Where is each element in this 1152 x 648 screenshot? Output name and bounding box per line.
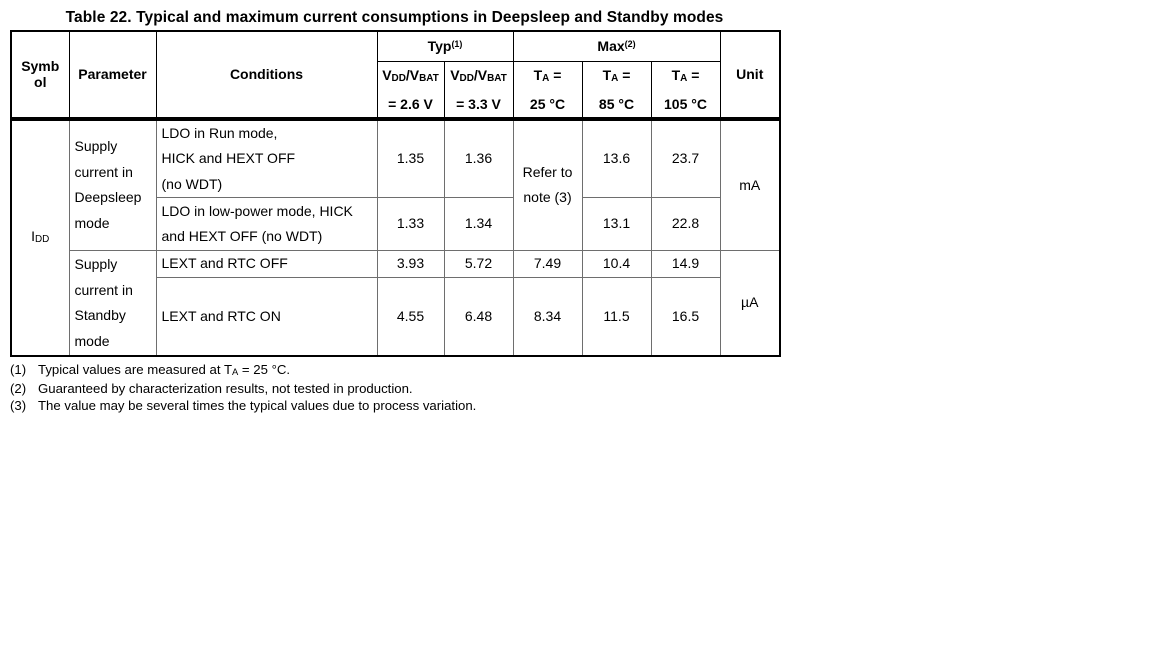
- cell-max85-row3: 10.4: [581, 250, 652, 278]
- header-parameter: Parameter: [68, 30, 157, 119]
- cell-typ33-row2: 1.34: [443, 197, 514, 251]
- table-row: LDO in low-power mode, HICK and HEXT OFF…: [11, 197, 780, 251]
- cell-max85-row4: 11.5: [581, 276, 652, 357]
- cell-typ33-row4: 6.48: [443, 276, 514, 357]
- cell-parameter-deepsleep: Supply current in Deepsleep mode: [68, 116, 157, 251]
- header-vdd-2v6-line2: = 2.6 V: [388, 95, 433, 112]
- cell-max25-row3: 7.49: [512, 250, 583, 278]
- cell-unit-ua: µA: [719, 250, 781, 357]
- footnote-3-text: The value may be several times the typic…: [38, 398, 477, 414]
- header-ta-25-line1: TA =: [533, 66, 562, 84]
- cell-max105-row1: 23.7: [650, 116, 721, 198]
- cell-max25-row4: 8.34: [512, 276, 583, 357]
- cell-max25-refer-note: Refer to note (3): [512, 116, 583, 251]
- cell-conditions-rtc-on: LEXT and RTC ON: [155, 276, 378, 357]
- header-ta-85-line1: TA =: [602, 66, 631, 84]
- header-unit: Unit: [719, 30, 781, 119]
- cell-typ26-row2: 1.33: [376, 197, 445, 251]
- header-typ-group: Typ(1): [376, 30, 514, 62]
- current-consumption-table: Symb ol Parameter Conditions Typ(1) Max(…: [10, 30, 781, 357]
- table-row: IDD Supply current in Deepsleep mode LDO…: [10, 116, 781, 357]
- cell-parameter-standby: Supply current in Standby mode: [68, 250, 157, 357]
- cell-max105-row4: 16.5: [650, 276, 721, 357]
- header-max-group: Max(2): [512, 30, 721, 62]
- header-vdd-2v6-line1: VDD/VBAT: [382, 66, 439, 84]
- header-vdd-3v3: VDD/VBAT = 3.3 V: [443, 60, 514, 119]
- header-ta-105-line2: 105 °C: [664, 95, 707, 112]
- cell-typ26-row4: 4.55: [376, 276, 445, 357]
- cell-symbol-idd: IDD: [10, 116, 70, 357]
- footnote-1: (1) Typical values are measured at TA = …: [10, 361, 1152, 380]
- footnote-1-text: Typical values are measured at TA = 25 °…: [38, 362, 291, 378]
- cell-conditions-low-power: LDO in low-power mode, HICK and HEXT OFF…: [155, 197, 378, 251]
- footnote-2-text: Guaranteed by characterization results, …: [38, 381, 413, 397]
- header-symbol: Symb ol: [10, 30, 70, 119]
- table-row: LEXT and RTC ON 4.55 6.48 8.34 11.5 16.5: [11, 276, 780, 357]
- cell-conditions-run-mode: LDO in Run mode, HICK and HEXT OFF (no W…: [155, 116, 378, 198]
- footnotes: (1) Typical values are measured at TA = …: [10, 361, 1152, 415]
- header-vdd-3v3-line2: = 3.3 V: [456, 95, 501, 112]
- cell-max105-row3: 14.9: [650, 250, 721, 278]
- cell-conditions-rtc-off: LEXT and RTC OFF: [155, 250, 378, 278]
- header-ta-105: TA = 105 °C: [650, 60, 721, 119]
- footnote-2: (2) Guaranteed by characterization resul…: [10, 380, 1152, 397]
- header-row-subcolumns: VDD/VBAT = 2.6 V VDD/VBAT = 3.3 V TA = 2…: [11, 60, 780, 119]
- cell-max85-row1: 13.6: [581, 116, 652, 198]
- header-row-groups: Symb ol Parameter Conditions Typ(1) Max(…: [10, 30, 781, 119]
- footnote-2-number: (2): [10, 381, 27, 397]
- cell-typ33-row3: 5.72: [443, 250, 514, 278]
- table-row: Supply current in Standby mode LEXT and …: [11, 250, 781, 357]
- cell-typ26-row3: 3.93: [376, 250, 445, 278]
- footnote-1-number: (1): [10, 362, 27, 377]
- header-ta-85-line2: 85 °C: [598, 95, 635, 112]
- footnote-3: (3) The value may be several times the t…: [10, 397, 1152, 414]
- header-ta-105-line1: TA =: [671, 66, 700, 84]
- header-ta-85: TA = 85 °C: [581, 60, 652, 119]
- header-ta-25: TA = 25 °C: [512, 60, 583, 119]
- header-vdd-3v3-line1: VDD/VBAT: [450, 66, 507, 84]
- cell-typ33-row1: 1.36: [443, 116, 514, 198]
- header-conditions: Conditions: [155, 30, 378, 119]
- table-title: Table 22. Typical and maximum current co…: [65, 9, 724, 26]
- footnote-3-number: (3): [10, 398, 27, 414]
- cell-max85-row2: 13.1: [581, 197, 652, 251]
- cell-unit-ma: mA: [719, 116, 781, 251]
- cell-max105-row2: 22.8: [650, 197, 721, 251]
- cell-typ26-row1: 1.35: [376, 116, 445, 198]
- header-ta-25-line2: 25 °C: [529, 95, 566, 112]
- header-vdd-2v6: VDD/VBAT = 2.6 V: [376, 60, 445, 119]
